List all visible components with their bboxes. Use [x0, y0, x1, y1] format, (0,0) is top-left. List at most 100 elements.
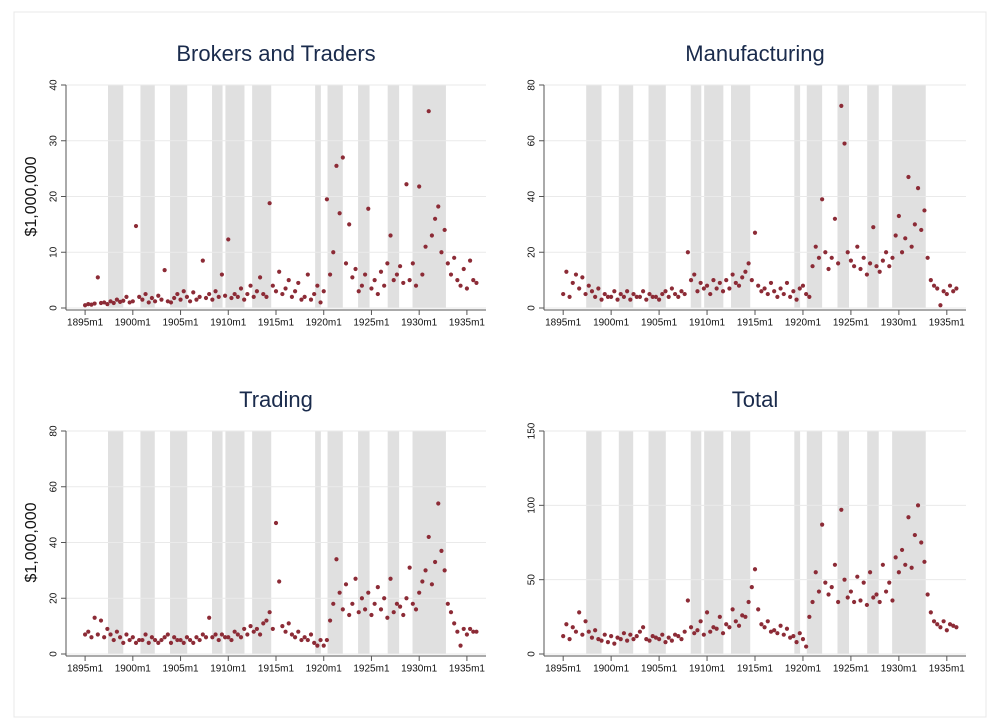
point — [855, 244, 860, 249]
point — [448, 610, 454, 615]
point — [194, 297, 199, 302]
point — [159, 297, 164, 302]
point — [267, 610, 272, 615]
point — [426, 109, 431, 114]
point — [602, 632, 607, 637]
point — [682, 291, 687, 297]
point — [836, 261, 841, 266]
point — [644, 297, 649, 302]
point — [254, 289, 260, 294]
point — [137, 637, 142, 643]
point — [245, 291, 250, 297]
point — [413, 607, 419, 612]
point — [391, 278, 396, 283]
point — [775, 631, 780, 636]
point — [305, 272, 310, 277]
point — [903, 562, 908, 567]
point — [140, 637, 145, 643]
point — [797, 631, 802, 636]
point — [765, 291, 770, 297]
point — [852, 264, 857, 269]
point — [168, 640, 174, 645]
x-tick-label: 1925m1 — [353, 318, 390, 329]
x-tick-label: 1900m1 — [115, 664, 152, 675]
point — [410, 261, 415, 266]
point — [270, 283, 275, 288]
point — [688, 625, 694, 630]
point — [625, 289, 630, 294]
point — [752, 230, 758, 235]
point — [954, 625, 959, 630]
point — [625, 638, 630, 643]
point — [765, 619, 770, 624]
point — [203, 635, 209, 640]
point — [334, 557, 339, 562]
point — [612, 289, 617, 294]
point — [832, 216, 838, 221]
x-tick-label: 1935m1 — [929, 664, 966, 675]
point — [935, 622, 940, 627]
x-tick-label: 1920m1 — [785, 664, 822, 675]
point — [404, 182, 409, 187]
point — [708, 291, 713, 297]
point — [906, 515, 911, 520]
point — [573, 272, 579, 277]
point — [321, 289, 326, 294]
point — [149, 295, 155, 301]
y-tick-label: 100 — [527, 497, 538, 514]
point — [283, 629, 288, 634]
point — [156, 293, 161, 298]
point — [210, 635, 215, 640]
point — [267, 201, 272, 206]
point — [423, 568, 428, 573]
point — [184, 294, 190, 299]
point — [634, 634, 639, 639]
point — [286, 621, 291, 626]
point — [347, 612, 352, 618]
point — [903, 236, 908, 241]
point — [388, 233, 393, 238]
panel-title: Manufacturing — [685, 41, 824, 66]
point — [102, 635, 107, 640]
y-tick-label: 60 — [527, 135, 538, 147]
point — [140, 297, 145, 302]
point — [296, 629, 301, 634]
point — [807, 614, 812, 619]
point — [784, 280, 790, 286]
point — [899, 250, 905, 255]
point — [347, 222, 352, 227]
point — [720, 631, 726, 636]
point — [210, 297, 215, 302]
point — [727, 625, 732, 630]
point — [432, 216, 438, 221]
point — [919, 540, 924, 545]
point — [628, 297, 633, 302]
point — [941, 619, 946, 624]
point — [474, 280, 479, 286]
point — [82, 303, 88, 308]
point — [251, 629, 256, 634]
point — [644, 637, 649, 642]
point — [944, 291, 949, 297]
y-tick-label: 20 — [49, 592, 60, 604]
point — [299, 637, 304, 643]
point — [385, 615, 390, 620]
point — [839, 507, 844, 512]
point — [647, 638, 652, 643]
point — [804, 644, 809, 649]
point — [331, 250, 336, 255]
shaded-period — [704, 431, 724, 654]
point — [121, 298, 126, 303]
point — [641, 625, 646, 630]
point — [350, 275, 355, 280]
point — [925, 592, 930, 597]
point — [685, 250, 690, 255]
point — [855, 574, 860, 579]
point — [452, 621, 457, 626]
point — [695, 628, 700, 633]
point — [407, 278, 412, 283]
point — [429, 582, 435, 587]
point — [848, 589, 854, 594]
y-tick-label: 0 — [49, 651, 60, 657]
point — [232, 291, 237, 297]
